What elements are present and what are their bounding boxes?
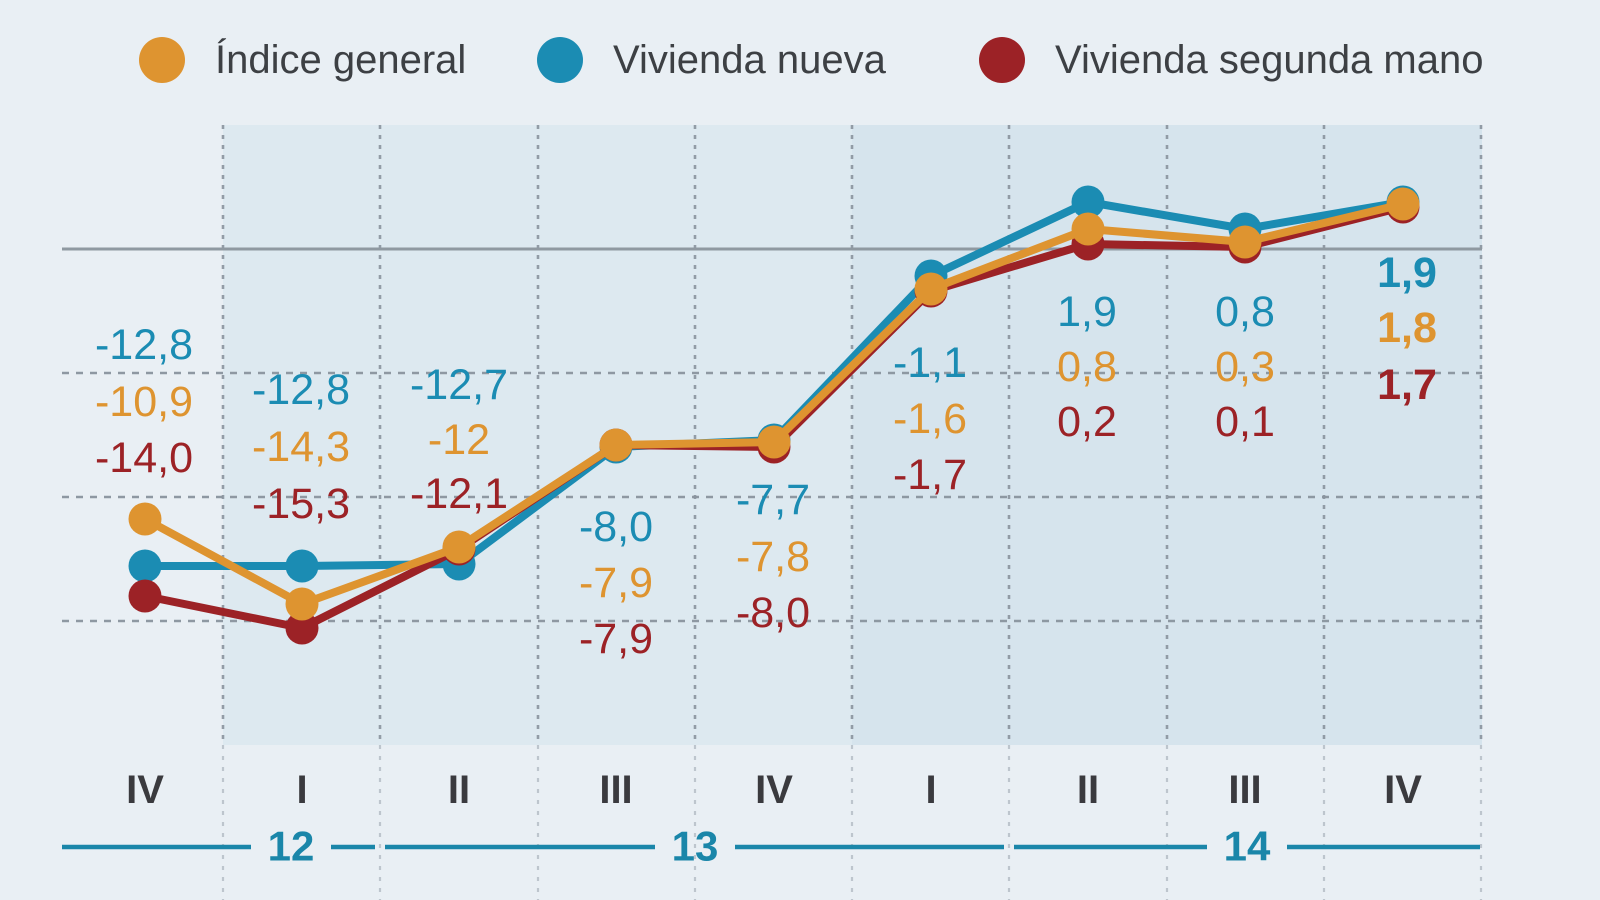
data-label-vivienda-segunda-mano-1: -15,3 bbox=[252, 480, 350, 528]
data-label-vivienda-segunda-mano-4: -8,0 bbox=[736, 589, 810, 637]
year-axis-label-13: 13 bbox=[672, 823, 719, 870]
data-label-indice-general-3: -7,9 bbox=[579, 559, 653, 607]
x-axis-quarter-label: II bbox=[448, 768, 470, 812]
data-label-indice-general-5: -1,6 bbox=[893, 395, 967, 443]
data-label-indice-general-0: -10,9 bbox=[95, 378, 193, 426]
data-label-vivienda-nueva-6: 1,9 bbox=[1057, 288, 1117, 336]
year-axis-label-14: 14 bbox=[1224, 823, 1271, 870]
legend-label: Vivienda nueva bbox=[613, 38, 886, 82]
data-label-vivienda-nueva-0: -12,8 bbox=[95, 321, 193, 369]
data-label-indice-general-8: 1,8 bbox=[1377, 304, 1437, 352]
year-axis-label-12: 12 bbox=[268, 823, 315, 870]
data-label-indice-general-4: -7,8 bbox=[736, 533, 810, 581]
data-label-indice-general-6: 0,8 bbox=[1057, 343, 1117, 391]
data-point-vivienda-nueva-II bbox=[1071, 185, 1105, 219]
legend-label: Índice general bbox=[215, 38, 467, 82]
data-label-vivienda-segunda-mano-6: 0,2 bbox=[1057, 398, 1117, 446]
x-axis-quarter-label: II bbox=[1077, 768, 1099, 812]
data-label-indice-general-7: 0,3 bbox=[1215, 343, 1275, 391]
data-point-indice-general-III bbox=[599, 428, 633, 462]
data-label-vivienda-nueva-8: 1,9 bbox=[1377, 249, 1437, 297]
legend-item-vivienda-nueva: Vivienda nueva bbox=[537, 36, 886, 84]
data-label-vivienda-segunda-mano-7: 0,1 bbox=[1215, 398, 1275, 446]
data-label-vivienda-nueva-1: -12,8 bbox=[252, 366, 350, 414]
x-axis-quarter-label: IV bbox=[755, 768, 793, 812]
data-point-vivienda-segunda-mano-IV bbox=[128, 579, 162, 613]
data-label-vivienda-nueva-5: -1,1 bbox=[893, 339, 967, 387]
data-label-vivienda-nueva-3: -8,0 bbox=[579, 503, 653, 551]
data-point-indice-general-IV bbox=[757, 425, 791, 459]
data-label-vivienda-segunda-mano-5: -1,7 bbox=[893, 451, 967, 499]
data-point-indice-general-IV bbox=[1386, 187, 1420, 221]
data-label-vivienda-segunda-mano-0: -14,0 bbox=[95, 434, 193, 482]
legend-label: Vivienda segunda mano bbox=[1055, 38, 1484, 82]
data-label-vivienda-segunda-mano-8: 1,7 bbox=[1377, 361, 1437, 409]
data-label-indice-general-1: -14,3 bbox=[252, 423, 350, 471]
legend-item-indice-general: Índice general bbox=[139, 36, 466, 84]
indice-general-dot-icon bbox=[139, 37, 185, 83]
data-label-indice-general-2: -12 bbox=[428, 416, 490, 464]
x-axis-quarter-label: IV bbox=[126, 768, 164, 812]
data-point-indice-general-IV bbox=[128, 502, 162, 536]
data-point-vivienda-segunda-mano-I bbox=[285, 611, 319, 645]
data-label-vivienda-nueva-2: -12,7 bbox=[410, 361, 508, 409]
x-axis-quarter-label: I bbox=[925, 768, 936, 812]
data-label-vivienda-nueva-4: -7,7 bbox=[736, 476, 810, 524]
legend: Índice general Vivienda nueva Vivienda s… bbox=[0, 0, 1600, 120]
data-point-indice-general-II bbox=[1071, 212, 1105, 246]
x-axis-quarter-label: III bbox=[1228, 768, 1261, 812]
vivienda-nueva-dot-icon bbox=[537, 37, 583, 83]
data-point-vivienda-nueva-IV bbox=[128, 549, 162, 583]
x-axis-quarter-label: I bbox=[296, 768, 307, 812]
data-point-indice-general-II bbox=[442, 530, 476, 564]
vivienda-segunda-mano-dot-icon bbox=[979, 37, 1025, 83]
data-point-indice-general-I bbox=[285, 587, 319, 621]
data-label-vivienda-segunda-mano-2: -12,1 bbox=[410, 470, 508, 518]
data-point-indice-general-I bbox=[914, 272, 948, 306]
x-axis-quarter-label: IV bbox=[1384, 768, 1422, 812]
data-point-indice-general-III bbox=[1228, 225, 1262, 259]
data-label-vivienda-segunda-mano-3: -7,9 bbox=[579, 615, 653, 663]
data-point-vivienda-nueva-I bbox=[285, 549, 319, 583]
data-label-vivienda-nueva-7: 0,8 bbox=[1215, 288, 1275, 336]
legend-item-vivienda-segunda-mano: Vivienda segunda mano bbox=[979, 36, 1483, 84]
x-axis-quarter-label: III bbox=[599, 768, 632, 812]
